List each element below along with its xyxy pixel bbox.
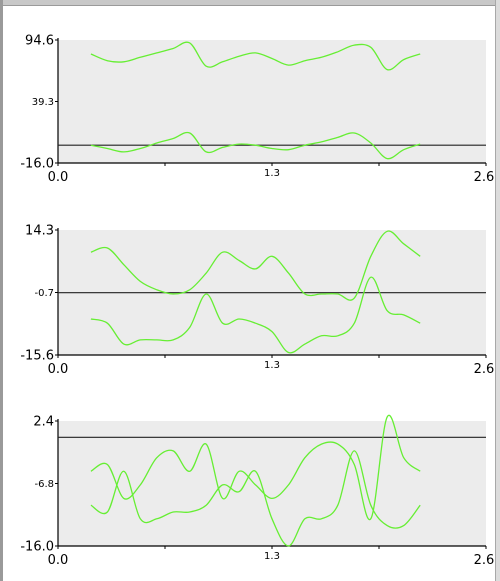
x-tick-label-1-3: 2.6 (474, 170, 495, 185)
series-line-1-2 (90, 131, 421, 160)
x-tick-label-2-2: 1.3 (264, 360, 280, 371)
y-tick-label-3-1: 2.4 (33, 415, 54, 430)
x-tick-label-2-3: 2.6 (474, 362, 495, 377)
window-scrollbar[interactable] (495, 0, 500, 581)
y-tick-label-3-2: -6.8 (34, 479, 54, 490)
y-tick-label-1-2: 39.3 (32, 97, 54, 108)
x-tick-label-1-2: 1.3 (264, 168, 280, 179)
series-line-1-1 (90, 41, 421, 71)
window-top-border (0, 0, 500, 6)
x-tick-label-1-1: 0.0 (48, 170, 69, 185)
window-left-border (0, 0, 3, 581)
series-line-2-2 (90, 276, 421, 354)
series-line-2-1 (90, 230, 421, 301)
y-tick-label-2-1: 14.3 (25, 224, 54, 239)
x-tick-label-3-1: 0.0 (48, 553, 69, 568)
series-line-3-1 (90, 414, 421, 521)
x-tick-label-3-2: 1.3 (264, 551, 280, 562)
x-tick-label-3-3: 2.6 (474, 553, 495, 568)
y-tick-label-2-2: -0.7 (34, 288, 54, 299)
plot-area-3 (58, 421, 486, 546)
x-tick-label-2-1: 0.0 (48, 362, 69, 377)
y-tick-label-2-3: -15.6 (20, 349, 54, 364)
y-tick-label-3-3: -16.0 (20, 540, 54, 555)
y-tick-label-1-3: -16.0 (20, 157, 54, 172)
y-tick-label-1-1: 94.6 (25, 34, 54, 49)
series-line-3-2 (90, 450, 421, 547)
